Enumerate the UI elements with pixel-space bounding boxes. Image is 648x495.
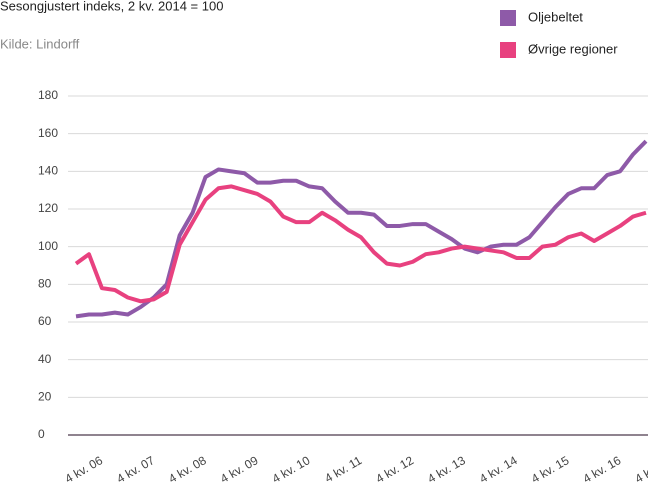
- series-line: [75, 139, 648, 319]
- x-tick-label: 4 kv. 07: [114, 453, 157, 486]
- x-tick-label: 4 kv. 16: [581, 453, 624, 486]
- y-tick-label: 60: [38, 314, 52, 328]
- y-tick-label: 100: [38, 239, 58, 253]
- y-tick-label: 80: [38, 277, 52, 291]
- x-tick-label: 4 kv. 12: [373, 453, 416, 486]
- y-tick-label: 140: [38, 164, 58, 178]
- y-tick-label: 40: [38, 352, 52, 366]
- x-tick-label: 4 kv. 08: [166, 453, 209, 486]
- legend-label: Oljebeltet: [528, 9, 583, 24]
- x-tick-label: 4 kv. 06: [62, 453, 105, 486]
- y-tick-label: 0: [38, 427, 45, 441]
- y-tick-label: 20: [38, 390, 52, 404]
- chart-source: Kilde: Lindorff: [0, 36, 80, 51]
- x-tick-label: 4 kv. 17: [632, 453, 648, 486]
- legend-swatch: [500, 10, 516, 26]
- legend-label: Øvrige regioner: [528, 41, 618, 56]
- x-tick-label: 4 kv. 15: [529, 453, 572, 486]
- y-tick-label: 160: [38, 126, 58, 140]
- x-tick-label: 4 kv. 09: [218, 453, 261, 486]
- series-line: [74, 184, 647, 304]
- y-tick-label: 120: [38, 201, 58, 215]
- x-tick-label: 4 kv. 13: [425, 453, 468, 486]
- chart-subtitle: Sesongjustert indeks, 2 kv. 2014 = 100: [0, 0, 223, 13]
- x-tick-label: 4 kv. 14: [477, 453, 520, 486]
- x-tick-label: 4 kv. 10: [270, 453, 313, 486]
- legend-swatch: [500, 42, 516, 58]
- x-tick-label: 4 kv. 11: [322, 453, 364, 485]
- y-tick-label: 180: [38, 88, 58, 102]
